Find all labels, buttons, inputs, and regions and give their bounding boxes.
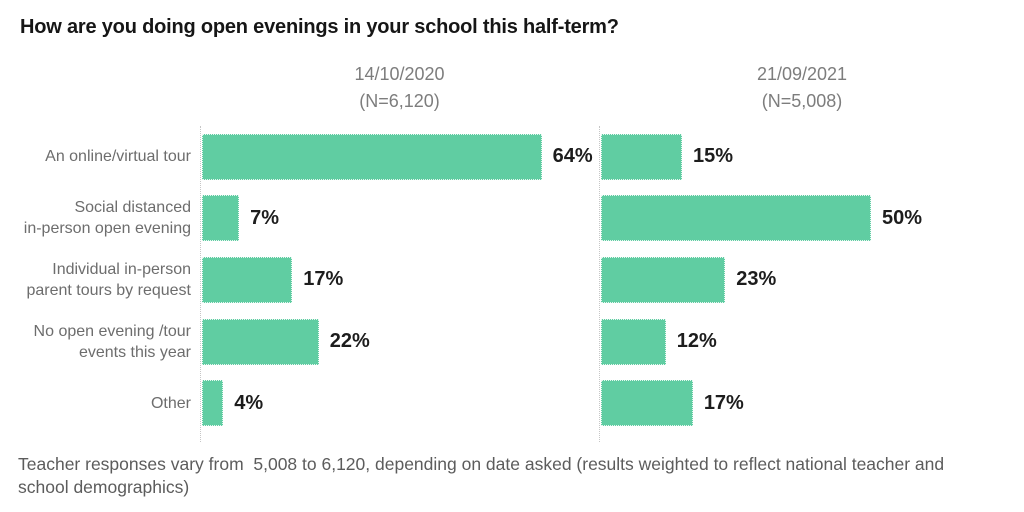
bar — [601, 318, 666, 365]
bar — [601, 256, 726, 303]
bar-row: 17% — [600, 372, 1005, 434]
value-label: 4% — [234, 391, 264, 414]
bar — [601, 380, 693, 427]
bar-row: 12% — [600, 311, 1005, 373]
bar — [601, 133, 682, 180]
value-label: 15% — [693, 145, 734, 168]
value-label: 7% — [250, 206, 280, 229]
column-headers: 14/10/2020 (N=6,120) 21/09/2021 (N=5,008… — [14, 61, 1024, 115]
survey-date-right: 21/09/2021 — [756, 64, 848, 84]
bar — [601, 195, 871, 242]
value-label: 12% — [676, 330, 717, 353]
value-label: 50% — [882, 206, 923, 229]
bar — [202, 318, 319, 365]
bar — [202, 195, 240, 242]
bar-row: 22% — [201, 311, 599, 373]
column-header-left: 14/10/2020 (N=6,120) — [200, 61, 599, 115]
survey-date-left: 14/10/2020 — [354, 64, 445, 84]
bar-row: 15% — [600, 126, 1005, 188]
plot-column-0: 64% 7% 17% 22% 4% — [200, 126, 599, 442]
bar — [202, 133, 542, 180]
sample-size-left: (N=6,120) — [359, 91, 440, 111]
chart-title: How are you doing open evenings in your … — [20, 16, 619, 38]
value-label: 64% — [552, 145, 593, 168]
bar-row: 17% — [201, 249, 599, 311]
chart-page: How are you doing open evenings in your … — [0, 16, 1024, 512]
chart: 14/10/2020 (N=6,120) 21/09/2021 (N=5,008… — [14, 61, 1024, 442]
bar-row: 64% — [201, 126, 599, 188]
value-label: 17% — [303, 268, 344, 291]
category-labels-column: An online/virtual tour Social distanced i… — [14, 126, 200, 442]
category-label: Other — [150, 394, 191, 412]
bar-row: 4% — [201, 372, 599, 434]
category-label: Social distanced in-person open evening — [23, 199, 191, 238]
chart-body: An online/virtual tour Social distanced i… — [14, 126, 1024, 442]
bar — [202, 256, 293, 303]
plot-column-1: 15% 50% 23% 12% 17% — [599, 126, 1005, 442]
bar — [202, 380, 224, 427]
category-label: Individual in-person parent tours by req… — [26, 260, 191, 299]
bar-row: 50% — [600, 188, 1005, 250]
value-label: 22% — [329, 330, 370, 353]
sample-size-right: (N=5,008) — [761, 91, 843, 111]
footnote: Teacher responses vary from 5,008 to 6,1… — [18, 453, 945, 497]
value-label: 23% — [736, 268, 777, 291]
bar-row: 23% — [600, 249, 1005, 311]
category-label: An online/virtual tour — [45, 148, 191, 166]
category-label: No open evening /tour events this year — [33, 322, 191, 361]
header-spacer — [14, 61, 200, 115]
column-header-right: 21/09/2021 (N=5,008) — [599, 61, 1005, 115]
value-label: 17% — [703, 391, 744, 414]
bar-row: 7% — [201, 188, 599, 250]
